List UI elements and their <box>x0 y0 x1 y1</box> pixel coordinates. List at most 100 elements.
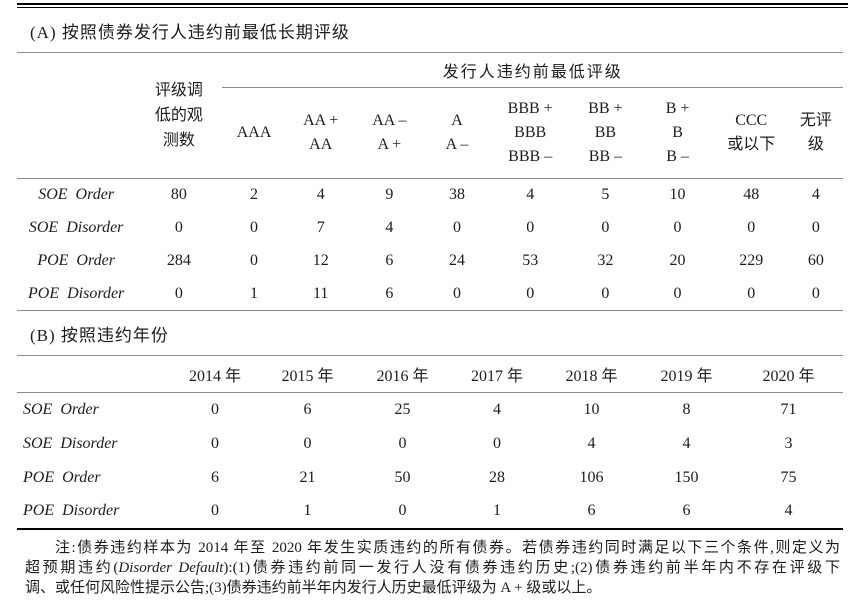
cell-value: 60 <box>807 252 824 269</box>
cell-value: 21 <box>299 468 316 486</box>
row-label: SOE Order <box>23 400 99 418</box>
row-label: POE Disorder <box>27 284 125 302</box>
cell-value: 0 <box>250 219 259 236</box>
cell-value: 9 <box>385 186 394 204</box>
panel-b-title: (B) 按照违约年份 <box>30 326 169 345</box>
cell-value: 284 <box>166 252 191 269</box>
cell-value: 53 <box>522 252 539 269</box>
table-row: POE Disorder 0 1 0 1 6 6 4 <box>17 495 843 529</box>
year-col-header: 2014 年 <box>188 368 241 385</box>
cell-value: 24 <box>449 252 466 269</box>
cell-value: 0 <box>398 434 407 452</box>
footnote-line-2-italic: Disorder Default <box>118 559 224 576</box>
year-col-header: 2019 年 <box>660 368 713 385</box>
cell-value: 0 <box>211 400 219 418</box>
row-label: SOE Disorder <box>23 434 118 452</box>
cell-value: 32 <box>597 252 614 269</box>
cell-value: 6 <box>385 252 394 269</box>
cell-value: 7 <box>316 219 325 236</box>
cell-value: 229 <box>739 252 764 269</box>
cell-value: 0 <box>250 252 259 269</box>
cell-value: 0 <box>747 219 756 236</box>
cell-value: 4 <box>682 434 691 452</box>
obs-count-header: 评级调 低的观 测数 <box>135 53 222 179</box>
cell-value: 0 <box>211 502 219 519</box>
cell-value: 11 <box>313 284 329 302</box>
cell-value: 0 <box>493 434 501 452</box>
cell-value: 0 <box>601 219 610 236</box>
cell-value: 8 <box>682 400 691 418</box>
cell-value: 50 <box>394 468 411 486</box>
table-row: POE Order 284 0 12 6 24 53 32 20 229 60 <box>17 245 843 278</box>
cell-value: 38 <box>449 186 466 204</box>
rating-col-header: AA – A + <box>372 112 407 153</box>
cell-value: 0 <box>211 434 219 452</box>
cell-value: 0 <box>303 434 312 452</box>
year-col-header: 2020 年 <box>762 368 815 385</box>
table-row: SOE Order 0 6 25 4 10 8 71 <box>17 393 843 427</box>
rating-col-header: AA + AA <box>303 112 339 153</box>
cell-value: 4 <box>493 400 501 418</box>
cell-value: 4 <box>587 434 596 452</box>
year-col-header: 2017 年 <box>470 368 523 385</box>
cell-value: 6 <box>587 502 596 519</box>
cell-value: 80 <box>170 186 187 204</box>
panel-b-table: 2014 年 2015 年 2016 年 2017 年 2018 年 2019 … <box>17 355 843 530</box>
cell-value: 0 <box>811 219 820 236</box>
rating-col-header: 无评级 <box>799 112 832 153</box>
footnote-line-2-pre: 超预期违约( <box>25 559 119 576</box>
cell-value: 1 <box>250 284 259 302</box>
rating-col-header: BBB + BBB BBB – <box>507 100 553 165</box>
cell-value: 0 <box>453 219 462 236</box>
cell-value: 0 <box>526 284 535 302</box>
cell-value: 2 <box>250 186 259 204</box>
footnote-line-2: 超预期违约(Disorder Default):(1)债券违约前同一发行人没有债… <box>25 558 840 578</box>
cell-value: 1 <box>493 502 501 519</box>
cell-value: 12 <box>312 252 329 269</box>
rating-col-header: AAA <box>236 124 272 141</box>
table-row: SOE Order 80 2 4 9 38 4 5 10 48 4 <box>17 179 843 212</box>
row-label: POE Order <box>23 468 101 486</box>
cell-value: 0 <box>526 219 535 236</box>
cell-value: 75 <box>780 468 797 486</box>
cell-value: 5 <box>601 186 610 204</box>
footnote-line-2-post: ):(1)债券违约前同一发行人没有债券违约历史;(2)债券违约前半年内不存在评级… <box>223 559 840 576</box>
cell-value: 1 <box>303 502 312 519</box>
rating-col-header: CCC 或以下 <box>727 112 776 153</box>
row-label: SOE Disorder <box>28 219 124 236</box>
cell-value: 71 <box>780 400 797 418</box>
cell-value: 4 <box>385 219 394 236</box>
table-row: SOE Disorder 0 0 0 0 4 4 3 <box>17 427 843 461</box>
cell-value: 28 <box>489 468 505 486</box>
cell-value: 0 <box>673 284 682 302</box>
year-col-header: 2016 年 <box>376 368 429 385</box>
cell-value: 6 <box>682 502 691 519</box>
footnote: 注:债券违约样本为 2014 年至 2020 年发生实质违约的所有债券。若债券违… <box>25 538 840 598</box>
cell-value: 4 <box>316 186 325 204</box>
obs-header-line: 低的观 <box>154 107 203 124</box>
panel-a-title: (A) 按照债券发行人违约前最低长期评级 <box>30 23 350 42</box>
cell-value: 0 <box>673 219 682 236</box>
panel-a-table: 评级调 低的观 测数 发行人违约前最低评级 AAA AA + AA AA – A + A A… <box>17 52 843 311</box>
cell-value: 0 <box>398 502 407 519</box>
year-col-header: 2015 年 <box>281 368 334 385</box>
table-row: POE Order 6 21 50 28 106 150 75 <box>17 461 843 495</box>
cell-value: 4 <box>784 502 793 519</box>
cell-value: 6 <box>211 468 219 486</box>
cell-value: 106 <box>579 468 604 486</box>
cell-value: 4 <box>811 186 820 204</box>
cell-value: 25 <box>394 400 411 418</box>
rating-span-header: 发行人违约前最低评级 <box>222 52 843 88</box>
top-double-rule <box>17 3 848 8</box>
cell-value: 4 <box>526 186 535 204</box>
row-label: POE Order <box>37 252 115 269</box>
cell-value: 0 <box>601 284 610 302</box>
obs-header-line: 测数 <box>162 132 195 149</box>
cell-value: 0 <box>453 284 462 302</box>
cell-value: 150 <box>674 468 699 486</box>
footnote-line-1: 注:债券违约样本为 2014 年至 2020 年发生实质违约的所有债券。若债券违… <box>55 539 840 556</box>
cell-value: 0 <box>174 284 183 302</box>
cell-value: 0 <box>811 284 820 302</box>
